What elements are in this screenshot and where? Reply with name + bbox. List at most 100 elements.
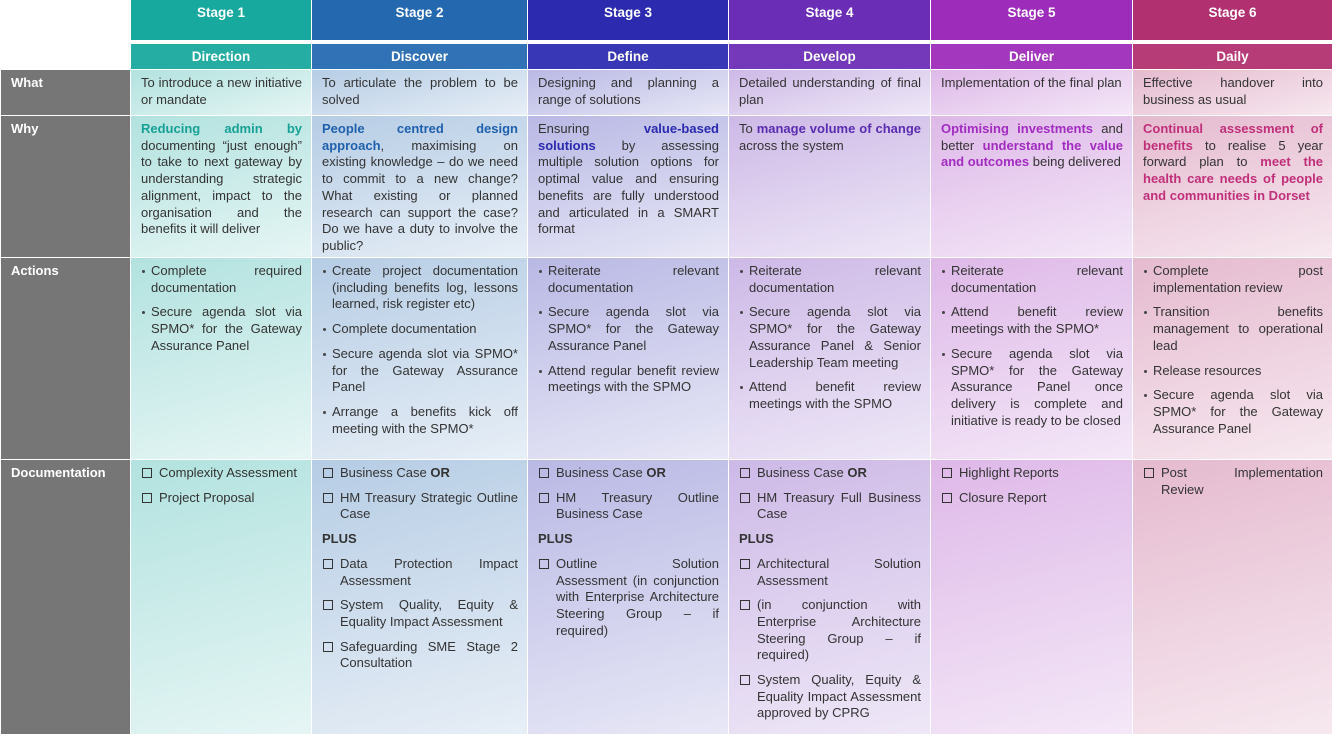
document-list: Business Case OR HM Treasury Outline Busi… <box>538 465 719 639</box>
doc-item: System Quality, Equity & Equality Impact… <box>322 597 518 630</box>
stage-header: Stage 5 <box>930 0 1132 41</box>
actions-cell: Complete post implementation review Trans… <box>1132 258 1332 460</box>
row-label: Why <box>0 116 130 258</box>
why-text: across the system <box>739 137 844 153</box>
stage-header: Stage 4 <box>728 0 930 41</box>
doc-text: Closure Report <box>959 489 1047 505</box>
doc-item: Business Case OR <box>322 465 518 482</box>
doc-item: HM Treasury Strategic Outline Case <box>322 490 518 523</box>
what-cell: Effective handover into business as usua… <box>1132 70 1332 116</box>
why-text: , maximising on existing knowledge – do … <box>322 137 518 253</box>
why-text: Optimising investments <box>941 121 1094 136</box>
phase-header: Direction <box>130 44 311 70</box>
why-text: by assessing multiple solution options f… <box>538 137 719 237</box>
why-cell: To manage volume of change across the sy… <box>728 116 930 258</box>
gap <box>527 41 728 44</box>
phase-header: Define <box>527 44 728 70</box>
action-item: Arrange a benefits kick off meeting with… <box>322 404 518 437</box>
action-item: Complete required documentation <box>141 263 302 296</box>
stage-header: Stage 2 <box>311 0 527 41</box>
doc-item: Complexity Assessment <box>141 465 302 482</box>
phase-header: Develop <box>728 44 930 70</box>
corner <box>0 0 130 70</box>
gap <box>728 41 930 44</box>
action-item: Secure agenda slot via SPMO* for the Gat… <box>739 304 921 371</box>
why-text: To <box>739 121 757 136</box>
action-item: Transition benefits management to operat… <box>1143 304 1323 354</box>
action-item: Secure agenda slot via SPMO* for the Gat… <box>322 346 518 396</box>
doc-heading: PLUS <box>739 531 774 547</box>
doc-heading: PLUS <box>538 531 573 547</box>
document-list: Complexity Assessment Project Proposal <box>141 465 302 506</box>
gap <box>1132 41 1332 44</box>
doc-text: Highlight Reports <box>959 465 1059 480</box>
why-text: being delivered <box>1029 154 1121 170</box>
why-cell: People centred design approach, maximisi… <box>311 116 527 258</box>
why-text: Reducing admin by <box>141 121 302 136</box>
doc-item: Highlight Reports <box>941 465 1123 482</box>
action-item: Release resources <box>1143 363 1323 380</box>
why-cell: Continual assessment of benefits to real… <box>1132 116 1332 258</box>
doc-text: Architectural Solution Assessment <box>757 555 921 588</box>
doc-text: System Quality, Equity & Equality Impact… <box>757 672 921 721</box>
documentation-cell: Highlight Reports Closure Report <box>930 460 1132 735</box>
doc-item: System Quality, Equity & Equality Impact… <box>739 672 921 722</box>
document-list: Highlight Reports Closure Report <box>941 465 1123 506</box>
doc-item: Safeguarding SME Stage 2 Consultation <box>322 639 518 672</box>
doc-item: (in conjunction with Enterprise Architec… <box>739 597 921 664</box>
why-text: to realise 5 year forward plan to <box>1143 137 1323 170</box>
phase-header: Deliver <box>930 44 1132 70</box>
action-list: Create project documentation (including … <box>322 263 518 437</box>
documentation-cell: Business Case OR HM Treasury Full Busines… <box>728 460 930 735</box>
doc-emphasis: OR <box>430 465 450 480</box>
action-item: Reiterate relevant documentation <box>739 263 921 296</box>
doc-item: Data Protection Impact Assessment <box>322 556 518 589</box>
doc-item: Post Implementation Review <box>1143 465 1323 498</box>
documentation-cell: Complexity Assessment Project Proposal <box>130 460 311 735</box>
doc-text: HM Treasury Full Business Case <box>757 489 921 522</box>
action-list: Reiterate relevant documentation Attend b… <box>941 263 1123 429</box>
why-text: People centred design approach <box>322 121 518 153</box>
phase-header: Daily <box>1132 44 1332 70</box>
doc-text: Project Proposal <box>159 489 255 505</box>
gap <box>311 41 527 44</box>
row-label: Actions <box>0 258 130 460</box>
doc-item: Business Case OR <box>739 465 921 482</box>
phase-header: Discover <box>311 44 527 70</box>
why-cell: Reducing admin by documenting “just enou… <box>130 116 311 258</box>
actions-cell: Complete required documentation Secure ag… <box>130 258 311 460</box>
action-list: Complete required documentation Secure ag… <box>141 263 302 355</box>
document-list: Post Implementation Review <box>1143 465 1323 498</box>
why-text: Ensuring <box>538 121 644 136</box>
actions-cell: Create project documentation (including … <box>311 258 527 460</box>
gap <box>930 41 1132 44</box>
actions-cell: Reiterate relevant documentation Secure a… <box>728 258 930 460</box>
document-list: Business Case OR HM Treasury Full Busines… <box>739 465 921 722</box>
gap <box>130 41 311 44</box>
doc-text: Business Case <box>340 465 431 480</box>
why-text: understand the value and outcomes <box>941 137 1123 170</box>
stage-header: Stage 6 <box>1132 0 1332 41</box>
why-text: manage volume of change <box>756 121 922 136</box>
what-cell: Detailed understanding of final plan <box>728 70 930 116</box>
action-list: Complete post implementation review Trans… <box>1143 263 1323 437</box>
action-item: Reiterate relevant documentation <box>538 263 719 296</box>
doc-item: HM Treasury Full Business Case <box>739 490 921 523</box>
document-list: Business Case OR HM Treasury Strategic Ou… <box>322 465 518 672</box>
doc-emphasis: OR <box>646 465 666 480</box>
doc-text: Outline Solution Assessment (in conjunct… <box>556 555 719 638</box>
stage-header: Stage 3 <box>527 0 728 41</box>
action-item: Create project documentation (including … <box>322 263 518 313</box>
action-item: Secure agenda slot via SPMO* for the Gat… <box>941 346 1123 430</box>
doc-text: HM Treasury Strategic Outline Case <box>340 489 518 522</box>
doc-item: Closure Report <box>941 490 1123 507</box>
what-cell: Designing and planning a range of soluti… <box>527 70 728 116</box>
doc-emphasis: OR <box>847 465 867 480</box>
doc-text: (in conjunction with Enterprise Architec… <box>757 597 921 663</box>
action-item: Attend regular benefit review meetings w… <box>538 363 719 396</box>
doc-text: Complexity Assessment <box>159 465 297 480</box>
action-item: Complete post implementation review <box>1143 263 1323 296</box>
row-label: What <box>0 70 130 116</box>
why-text: value-based solutions <box>538 121 719 153</box>
